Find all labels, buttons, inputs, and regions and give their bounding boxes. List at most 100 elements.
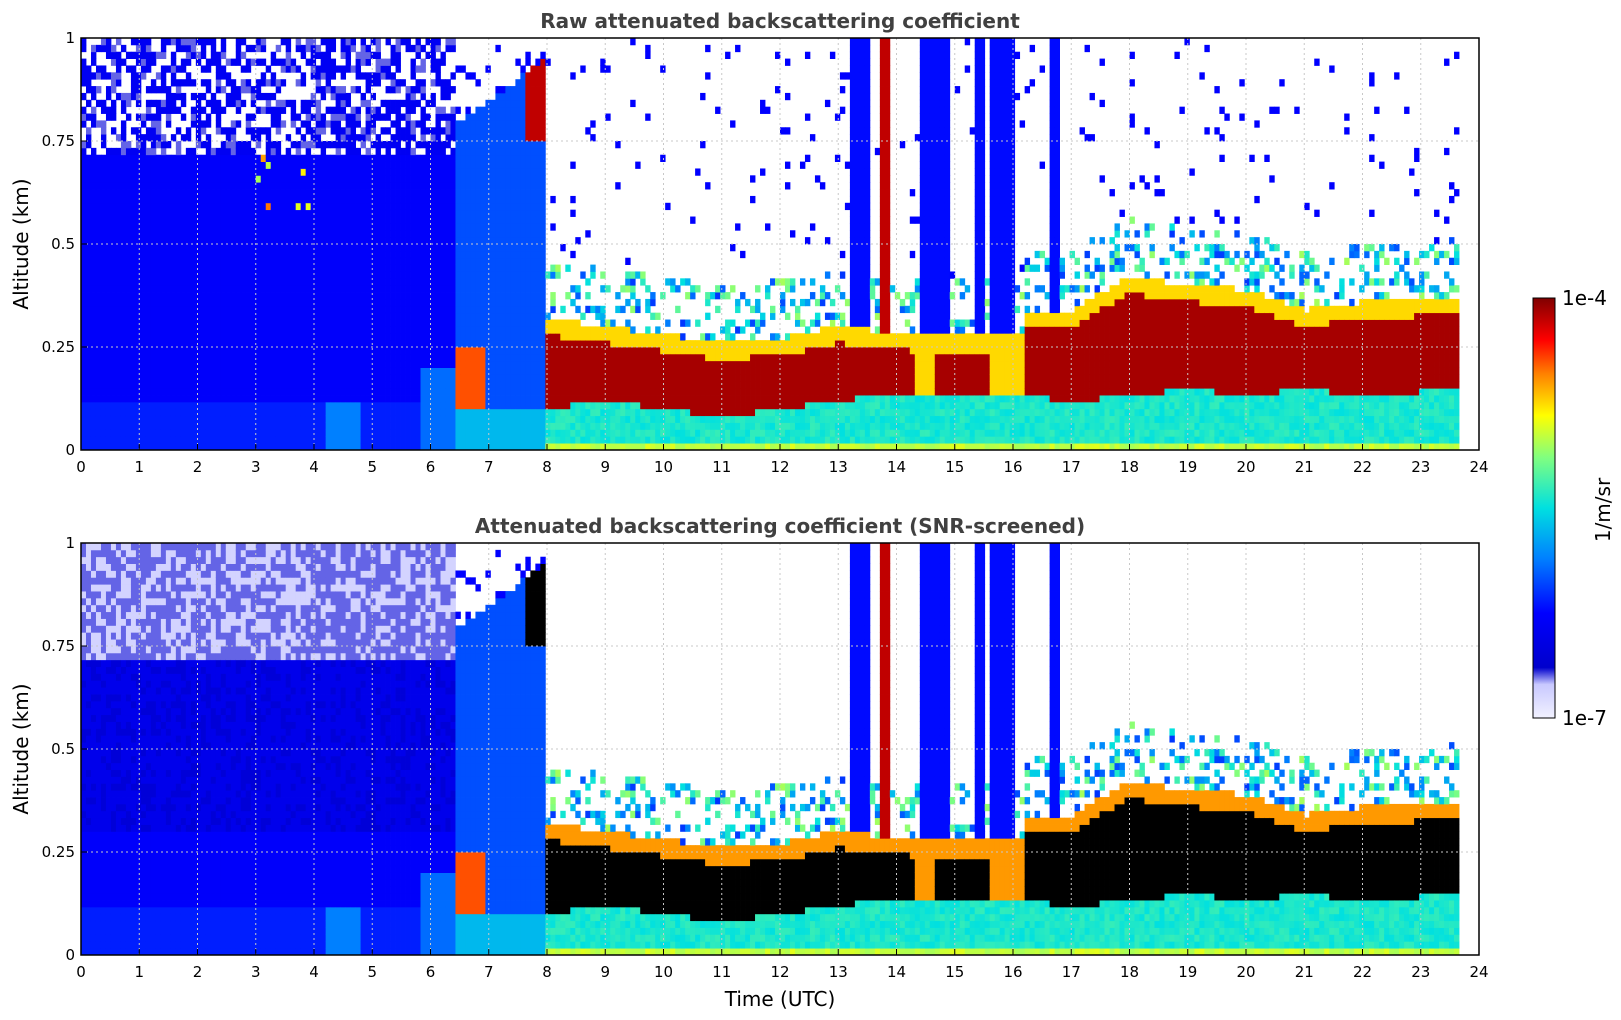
heatmap-cell <box>125 305 132 314</box>
heatmap-cell <box>545 395 551 403</box>
heatmap-cell <box>430 92 436 101</box>
heatmap-cell <box>190 223 197 231</box>
heatmap-cell <box>355 360 361 368</box>
heatmap-cell <box>430 429 436 437</box>
heatmap-cell <box>165 189 172 197</box>
heatmap-cell <box>180 264 187 272</box>
heatmap-cell <box>290 278 297 286</box>
heatmap-cell <box>115 381 122 389</box>
heatmap-cell <box>255 44 262 53</box>
heatmap-cell <box>335 120 342 128</box>
heatmap-cell <box>135 264 142 272</box>
heatmap-cell <box>515 360 521 368</box>
heatmap-cell <box>425 154 431 162</box>
heatmap-cell <box>195 401 202 410</box>
heatmap-cell <box>520 65 526 73</box>
heatmap-cell <box>415 312 421 320</box>
heatmap-cell <box>235 326 242 334</box>
heatmap-cell <box>125 422 132 430</box>
heatmap-cell <box>370 340 376 348</box>
heatmap-cell <box>435 271 441 279</box>
heatmap-cell <box>455 230 461 238</box>
heatmap-cell <box>485 340 491 348</box>
heatmap-cell <box>370 72 376 80</box>
heatmap-cell <box>145 429 152 437</box>
heatmap-cell <box>490 195 496 204</box>
heatmap-cell <box>150 99 157 108</box>
heatmap-cell <box>275 79 282 87</box>
heatmap-cell <box>485 147 491 156</box>
heatmap-cell <box>95 326 102 334</box>
heatmap-cell <box>145 250 152 259</box>
heatmap-cell <box>250 381 257 389</box>
heatmap-cell <box>275 223 282 231</box>
heatmap-cell <box>190 319 197 327</box>
heatmap-cell <box>460 429 466 437</box>
heatmap-cell <box>240 223 247 231</box>
heatmap-cell <box>470 230 476 238</box>
heatmap-cell <box>150 298 157 307</box>
heatmap-cell <box>480 113 486 121</box>
heatmap-cell <box>455 271 461 279</box>
heatmap-cell <box>370 381 376 389</box>
heatmap-cell <box>330 312 337 320</box>
heatmap-cell <box>105 113 112 121</box>
heatmap-cell <box>125 271 132 279</box>
heatmap-cell <box>495 86 501 94</box>
heatmap-cell <box>270 422 277 430</box>
heatmap-cell <box>260 388 267 396</box>
heatmap-cell <box>370 271 376 279</box>
heatmap-cell <box>310 230 317 238</box>
heatmap-cell <box>305 195 312 204</box>
heatmap-cell <box>470 401 476 410</box>
heatmap-cell <box>395 312 401 320</box>
heatmap-cell <box>545 443 551 450</box>
heatmap-cell <box>410 367 416 375</box>
heatmap-cell <box>460 127 466 135</box>
heatmap-cell <box>420 422 426 430</box>
heatmap-cell <box>225 189 232 197</box>
heatmap-cell <box>440 326 446 334</box>
heatmap-cell <box>90 250 97 259</box>
heatmap-cell <box>460 182 466 190</box>
heatmap-cell <box>390 347 396 355</box>
heatmap-cell <box>135 340 142 348</box>
heatmap-cell <box>460 340 466 348</box>
heatmap-cell <box>530 395 536 403</box>
heatmap-cell <box>195 381 202 389</box>
heatmap-cell <box>215 381 222 389</box>
heatmap-cell <box>225 271 232 279</box>
heatmap-cell <box>455 422 461 430</box>
heatmap-cell <box>90 443 97 450</box>
heatmap-cell <box>550 353 556 362</box>
heatmap-cell <box>365 127 371 135</box>
heatmap-cell <box>550 340 556 348</box>
heatmap-cell <box>160 99 167 108</box>
heatmap-cell <box>530 333 536 341</box>
heatmap-cell <box>405 141 411 149</box>
heatmap-cell <box>405 44 411 53</box>
heatmap-cell <box>120 223 127 231</box>
heatmap-cell <box>280 257 287 265</box>
heatmap-cell <box>510 415 516 423</box>
heatmap-cell <box>345 38 352 46</box>
heatmap-cell <box>365 271 371 279</box>
heatmap-cell <box>550 401 556 410</box>
heatmap-cell <box>325 360 332 368</box>
heatmap-cell <box>100 106 107 114</box>
heatmap-cell <box>540 305 546 314</box>
heatmap-cell <box>405 319 411 327</box>
heatmap-cell <box>120 319 127 327</box>
heatmap-cell <box>520 161 526 169</box>
heatmap-cell <box>390 195 396 204</box>
heatmap-cell <box>340 326 347 334</box>
heatmap-cell <box>155 51 162 59</box>
heatmap-cell <box>225 360 232 368</box>
heatmap-cell <box>305 120 312 128</box>
heatmap-cell <box>450 381 456 389</box>
heatmap-cell <box>175 257 182 265</box>
heatmap-cell <box>335 395 342 403</box>
heatmap-cell <box>475 168 481 176</box>
heatmap-cell <box>290 429 297 437</box>
heatmap-cell <box>350 202 356 211</box>
